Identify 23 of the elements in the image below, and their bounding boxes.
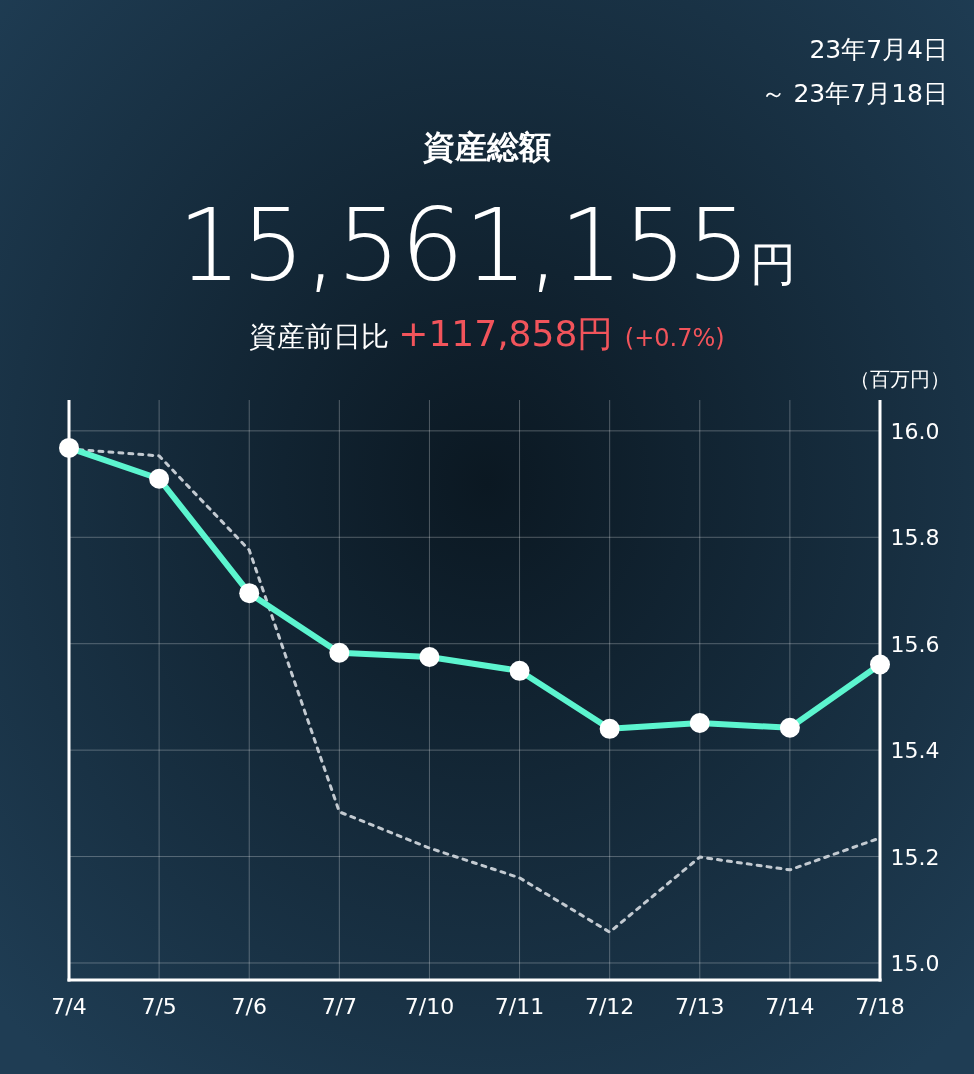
y-axis-title: （百万円）: [850, 367, 950, 391]
y-tick-label: 15.4: [890, 738, 940, 764]
chart-title: 資産総額: [422, 128, 551, 166]
x-tick-label: 7/18: [855, 994, 905, 1019]
y-tick-label: 15.6: [890, 631, 940, 657]
x-tick-label: 7/11: [494, 994, 545, 1019]
text: ～ 23年7月18日: [760, 79, 948, 108]
x-tick-label: 7/13: [675, 994, 725, 1019]
x-tick-label: 7/6: [231, 994, 267, 1019]
text: +117,858円: [398, 313, 625, 354]
text: 23年7月4日: [809, 35, 948, 64]
x-tick-label: 7/4: [51, 994, 87, 1019]
y-tick-label: 16.0: [890, 418, 940, 444]
x-tick-label: 7/14: [765, 994, 815, 1019]
text: (+0.7%): [624, 324, 725, 352]
x-tick-label: 7/7: [321, 994, 358, 1019]
text: 資産前日比: [249, 320, 399, 353]
y-tick-label: 15.2: [890, 844, 940, 870]
x-tick-label: 7/10: [404, 994, 455, 1019]
y-tick-label: 15.0: [890, 950, 940, 976]
y-tick-label: 15.8: [890, 525, 940, 551]
x-tick-label: 7/12: [584, 994, 635, 1019]
x-tick-label: 7/5: [141, 994, 177, 1019]
